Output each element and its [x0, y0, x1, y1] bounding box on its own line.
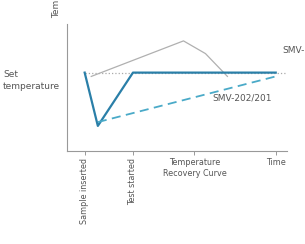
Text: Sample inserted: Sample inserted [80, 158, 89, 224]
Text: SMV-202/201: SMV-202/201 [212, 93, 271, 102]
Text: SMV-301/300: SMV-301/300 [282, 45, 305, 54]
Text: Test started: Test started [128, 158, 138, 205]
Text: Temperature
Recovery Curve: Temperature Recovery Curve [163, 158, 226, 178]
Text: Time: Time [266, 158, 285, 167]
Text: Set
temperature: Set temperature [3, 70, 60, 91]
Text: Temperature: Temperature [52, 0, 61, 18]
